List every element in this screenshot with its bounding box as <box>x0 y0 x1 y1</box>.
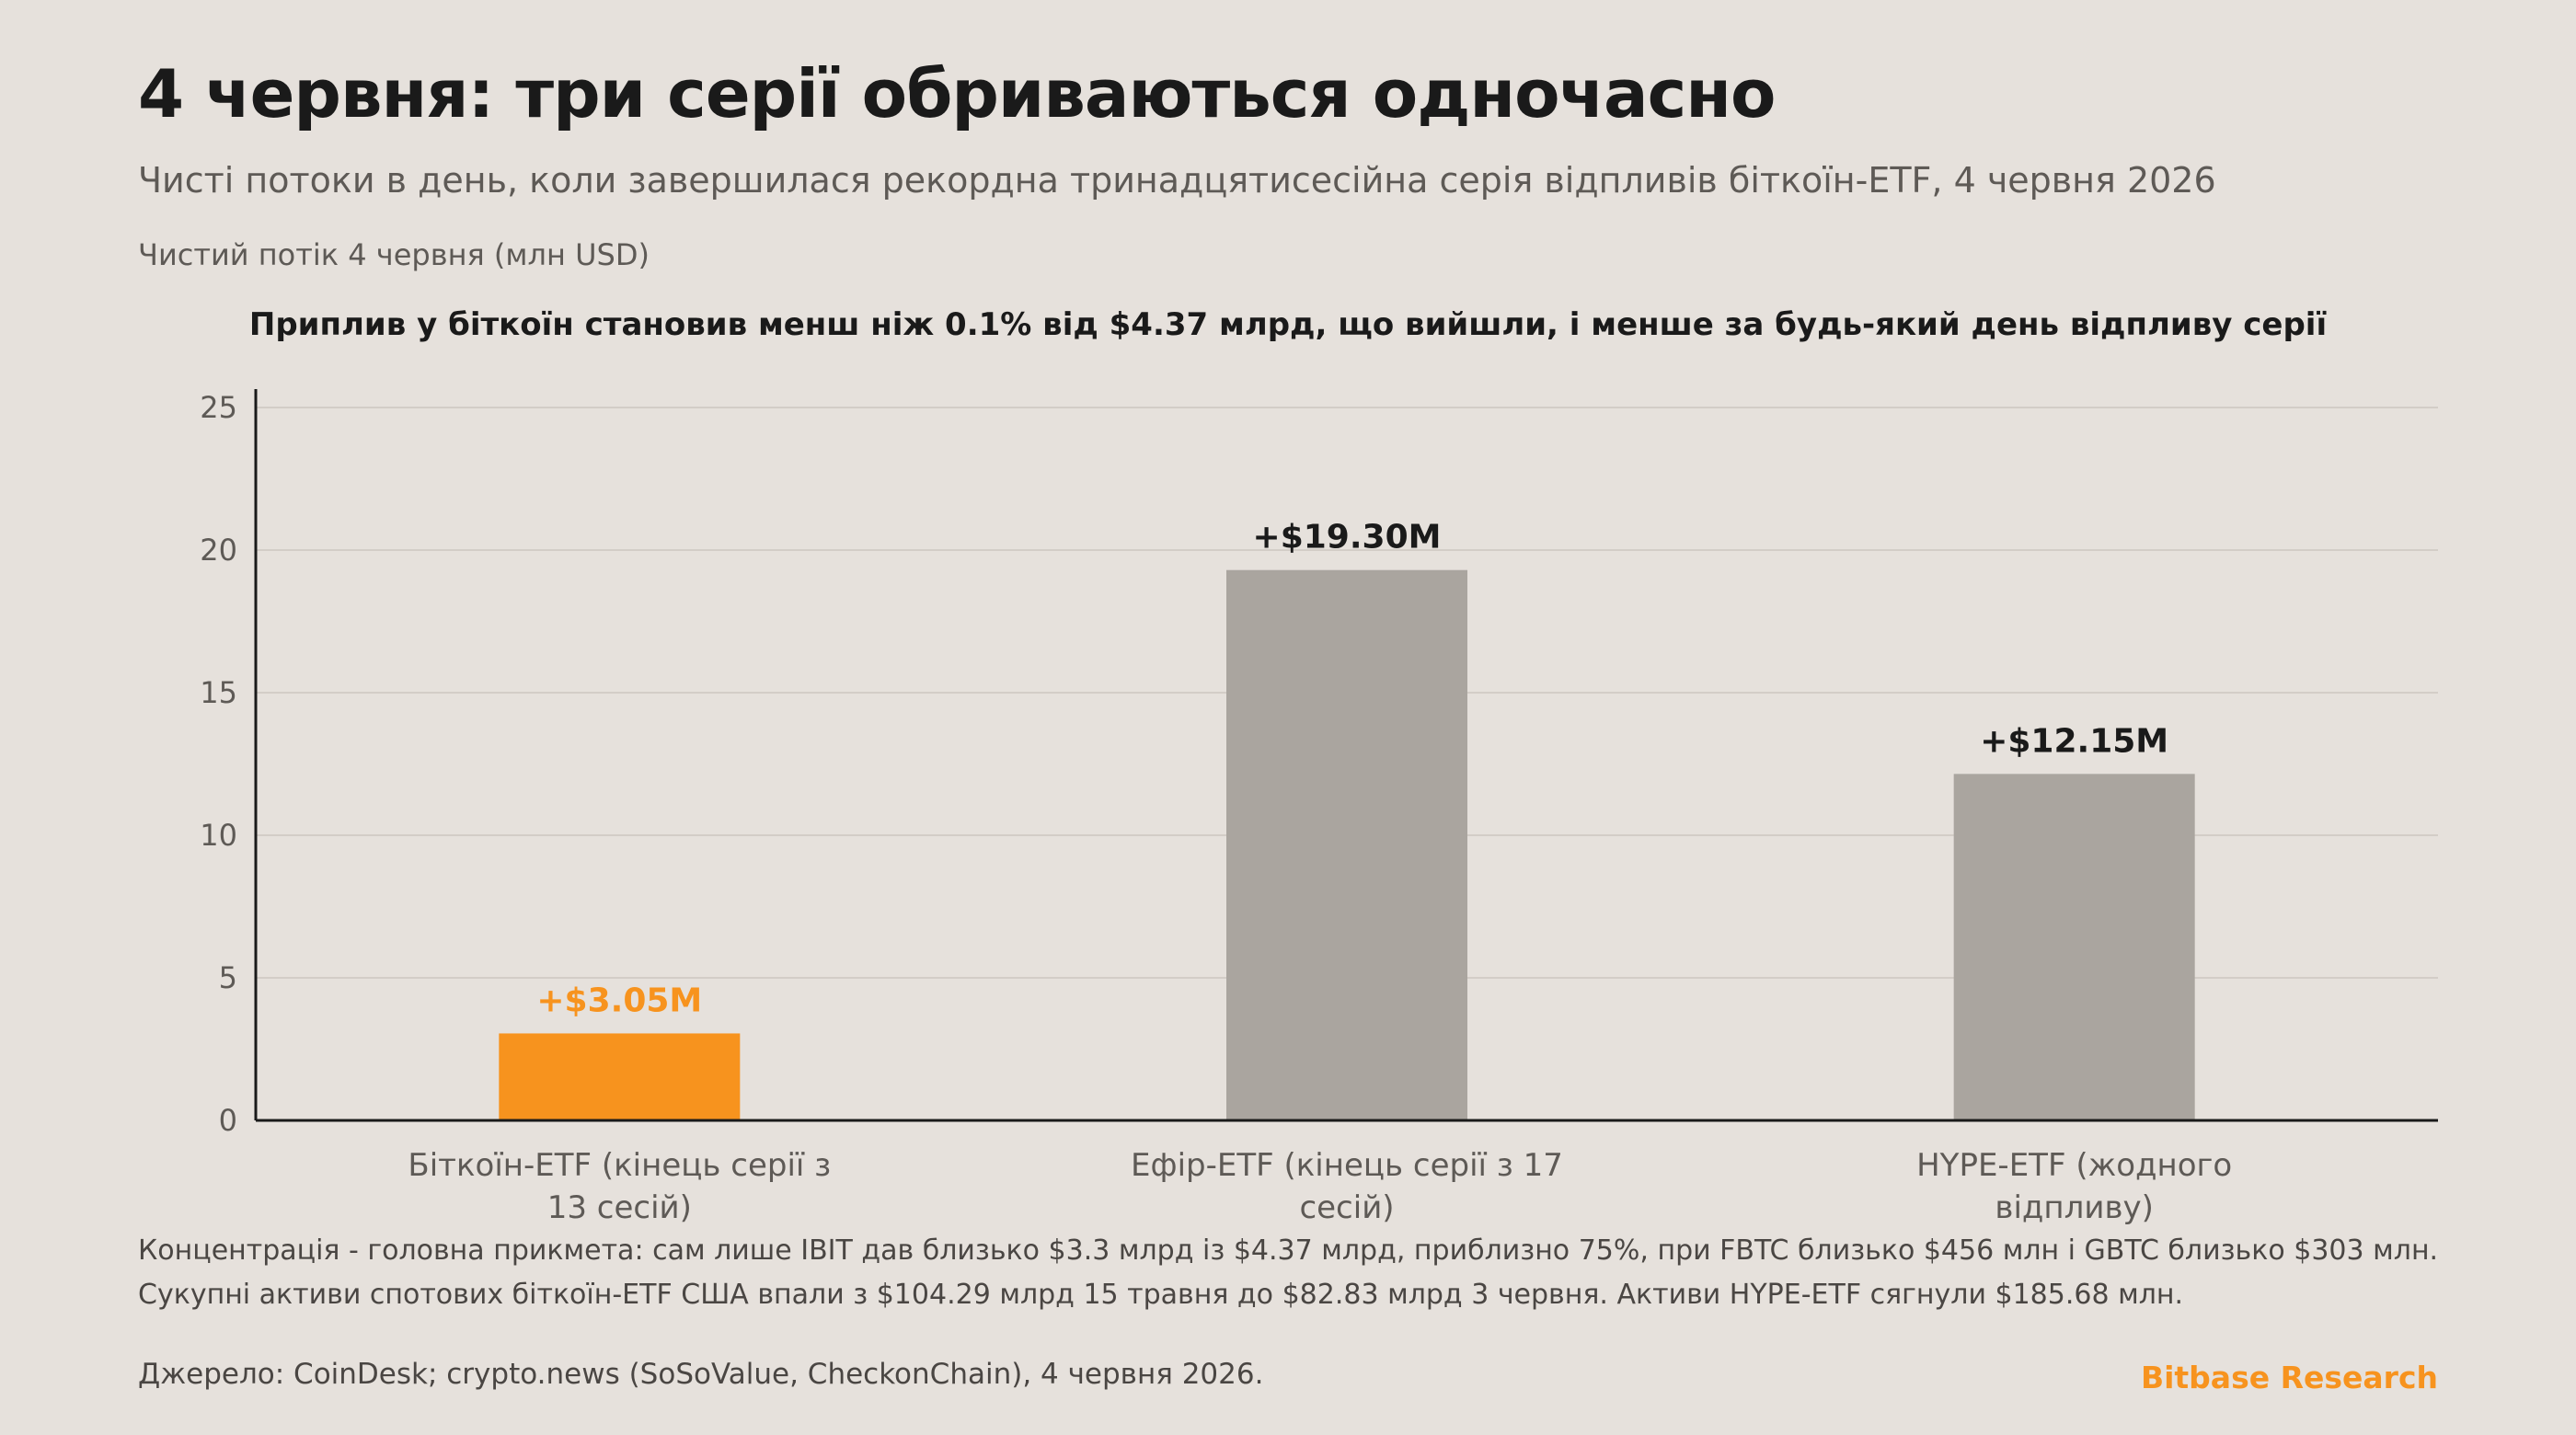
data-label: +$12.15M <box>1980 722 2168 760</box>
units-label: Чистий потік 4 червня (млн USD) <box>138 237 650 272</box>
y-tick-label: 15 <box>200 675 237 710</box>
chart-subtitle: Чисті потоки в день, коли завершилася ре… <box>138 160 2216 201</box>
x-tick-label: Біткоїн-ETF (кінець серії з 13 сесій) <box>408 1147 831 1226</box>
bar <box>499 1033 741 1120</box>
chart-title: 4 червня: три серії обриваються одночасн… <box>138 55 1776 132</box>
y-tick-label: 25 <box>200 390 237 425</box>
y-tick-label: 10 <box>200 818 237 853</box>
data-label: +$19.30M <box>1253 519 1442 557</box>
chart-annotation: Приплив у біткоїн становив менш ніж 0.1%… <box>248 306 2328 343</box>
bar <box>1226 569 1467 1120</box>
x-tick-label: Ефір-ETF (кінець серії з 17 сесій) <box>1131 1147 1563 1226</box>
y-tick-label: 20 <box>200 533 237 568</box>
footnote-concentration: Концентрація - головна прикмета: сам лиш… <box>138 1234 2439 1267</box>
footnote-assets: Сукупні активи спотових біткоїн-ETF США … <box>138 1279 2184 1311</box>
data-label: +$3.05M <box>536 982 702 1019</box>
y-tick-label: 5 <box>219 960 237 995</box>
bar <box>1953 774 2195 1120</box>
brand-label: Bitbase Research <box>2140 1360 2438 1395</box>
x-tick-label-line: Біткоїн-ETF (кінець серії з <box>408 1147 831 1184</box>
x-tick-label-line: Ефір-ETF (кінець серії з 17 <box>1131 1147 1563 1184</box>
x-tick-label: HYPE-ETF (жодного відпливу) <box>1916 1147 2232 1226</box>
x-tick-label-line: HYPE-ETF (жодного <box>1916 1147 2232 1184</box>
x-tick-label-line: відпливу) <box>1995 1189 2153 1226</box>
y-tick-label: 0 <box>219 1103 237 1138</box>
source-note: Джерело: CoinDesk; crypto.news (SoSoValu… <box>138 1358 1264 1391</box>
x-tick-label-line: 13 сесій) <box>547 1189 692 1226</box>
x-tick-label-line: сесій) <box>1299 1189 1394 1226</box>
